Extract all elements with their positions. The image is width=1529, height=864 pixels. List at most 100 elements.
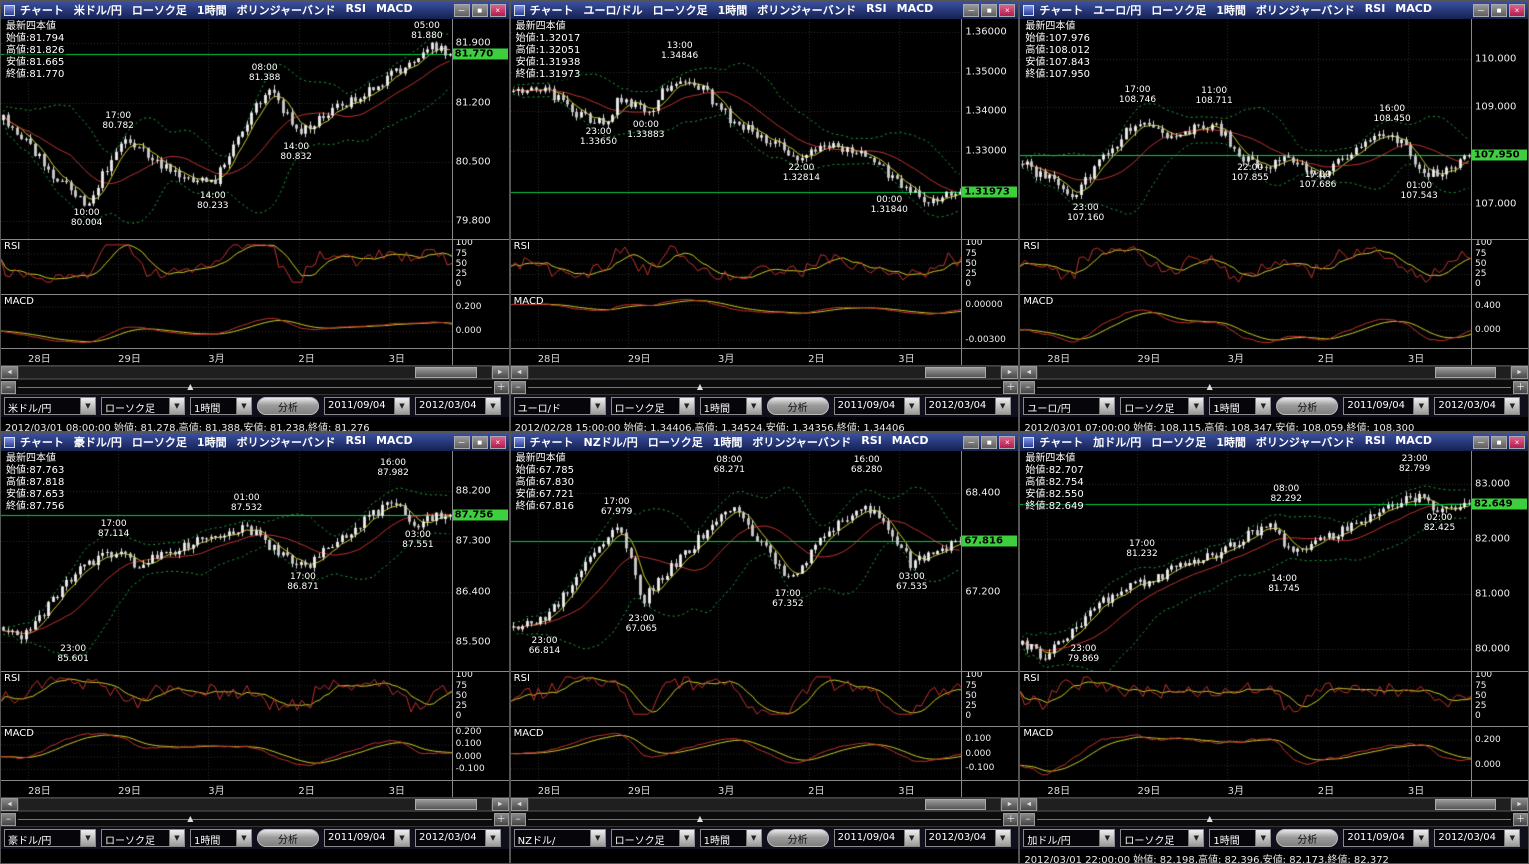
minimize-button[interactable]: ─: [963, 435, 980, 449]
macd-chart[interactable]: MACD: [1020, 294, 1472, 348]
close-button[interactable]: ×: [1508, 435, 1525, 449]
scrollbar-track[interactable]: [1037, 366, 1511, 379]
rsi-chart[interactable]: RSI: [1020, 239, 1472, 294]
price-chart[interactable]: 最新四本値 始値:82.707 高値:82.754 安値:82.550 終値:8…: [1020, 451, 1472, 671]
macd-chart[interactable]: MACD: [1, 294, 453, 348]
timeframe-select[interactable]: 1時間 ▼: [699, 829, 762, 847]
zoom-out-button[interactable]: −: [1, 380, 16, 394]
date-from-select[interactable]: 2011/09/04 ▼: [324, 829, 410, 847]
pair-select[interactable]: 米ドル/円 ▼: [4, 397, 96, 415]
titlebar[interactable]: チャート ユーロ/ドル ローソク足 1時間 ボリンジャーバンド RSI MACD ─ ■ ×: [510, 1, 1019, 19]
close-button[interactable]: ×: [999, 435, 1016, 449]
pair-select[interactable]: ユーロ/ド ▼: [513, 397, 606, 415]
scroll-left-button[interactable]: ◄: [1020, 366, 1038, 379]
date-to-select[interactable]: 2012/03/04 ▼: [1434, 397, 1521, 415]
titlebar[interactable]: チャート NZドル/円 ローソク足 1時間 ボリンジャーバンド RSI MACD ─ ■ ×: [510, 433, 1019, 451]
chart-type-select[interactable]: ローソク足 ▼: [610, 829, 695, 847]
zoom-slider-handle[interactable]: ▲: [187, 382, 194, 391]
dropdown-arrow-icon[interactable]: ▼: [485, 398, 500, 414]
analyze-button[interactable]: 分析: [1276, 829, 1339, 847]
dropdown-arrow-icon[interactable]: ▼: [80, 398, 95, 414]
dropdown-arrow-icon[interactable]: ▼: [745, 398, 761, 414]
scroll-left-button[interactable]: ◄: [510, 366, 528, 379]
maximize-button[interactable]: ■: [1490, 3, 1507, 17]
scroll-right-button[interactable]: ►: [1001, 798, 1019, 811]
scroll-left-button[interactable]: ◄: [1020, 798, 1038, 811]
zoom-slider-track[interactable]: ▲: [526, 380, 1004, 394]
minimize-button[interactable]: ─: [453, 3, 470, 17]
price-chart[interactable]: 最新四本値 始値:107.976 高値:108.012 安値:107.843 終…: [1020, 19, 1472, 239]
zoom-slider-track[interactable]: ▲: [16, 380, 494, 394]
chart-type-select[interactable]: ローソク足 ▼: [1120, 829, 1205, 847]
price-chart[interactable]: 最新四本値 始値:87.763 高値:87.818 安値:87.653 終値:8…: [1, 451, 453, 671]
dropdown-arrow-icon[interactable]: ▼: [1099, 398, 1115, 414]
rsi-chart[interactable]: RSI: [510, 671, 963, 726]
horizontal-scrollbar[interactable]: ◄ ►: [1, 797, 509, 812]
scrollbar-thumb[interactable]: [415, 799, 477, 810]
scroll-left-button[interactable]: ◄: [1, 366, 18, 379]
close-button[interactable]: ×: [489, 435, 506, 449]
date-from-select[interactable]: 2011/09/04 ▼: [1343, 397, 1430, 415]
minimize-button[interactable]: ─: [453, 435, 470, 449]
dropdown-arrow-icon[interactable]: ▼: [169, 398, 184, 414]
horizontal-scrollbar[interactable]: ◄ ►: [510, 365, 1019, 380]
timeframe-select[interactable]: 1時間 ▼: [699, 397, 762, 415]
scroll-left-button[interactable]: ◄: [510, 798, 528, 811]
zoom-slider-track[interactable]: ▲: [1035, 812, 1513, 826]
horizontal-scrollbar[interactable]: ◄ ►: [1020, 365, 1528, 380]
dropdown-arrow-icon[interactable]: ▼: [236, 830, 251, 846]
date-to-select[interactable]: 2012/03/04 ▼: [415, 829, 501, 847]
dropdown-arrow-icon[interactable]: ▼: [1255, 398, 1271, 414]
close-button[interactable]: ×: [1508, 3, 1525, 17]
dropdown-arrow-icon[interactable]: ▼: [994, 830, 1010, 846]
macd-chart[interactable]: MACD: [510, 726, 963, 780]
pair-select[interactable]: ユーロ/円 ▼: [1023, 397, 1116, 415]
scrollbar-thumb[interactable]: [415, 367, 477, 378]
maximize-button[interactable]: ■: [981, 435, 998, 449]
zoom-out-button[interactable]: −: [1020, 812, 1036, 826]
timeframe-select[interactable]: 1時間 ▼: [1209, 829, 1272, 847]
dropdown-arrow-icon[interactable]: ▼: [589, 398, 605, 414]
analyze-button[interactable]: 分析: [1276, 397, 1339, 415]
zoom-in-button[interactable]: ＋: [1003, 812, 1019, 826]
chart-type-select[interactable]: ローソク足 ▼: [101, 397, 185, 415]
chart-type-select[interactable]: ローソク足 ▼: [1120, 397, 1205, 415]
zoom-out-button[interactable]: −: [510, 380, 526, 394]
dropdown-arrow-icon[interactable]: ▼: [1099, 830, 1115, 846]
dropdown-arrow-icon[interactable]: ▼: [1188, 830, 1204, 846]
scrollbar-track[interactable]: [527, 366, 1002, 379]
analyze-button[interactable]: 分析: [766, 829, 829, 847]
scrollbar-thumb[interactable]: [1434, 367, 1496, 378]
scrollbar-track[interactable]: [1037, 798, 1511, 811]
zoom-in-button[interactable]: ＋: [493, 812, 509, 826]
dropdown-arrow-icon[interactable]: ▼: [1255, 830, 1271, 846]
dropdown-arrow-icon[interactable]: ▼: [903, 398, 919, 414]
dropdown-arrow-icon[interactable]: ▼: [1413, 398, 1429, 414]
pair-select[interactable]: NZドル/ ▼: [513, 829, 606, 847]
dropdown-arrow-icon[interactable]: ▼: [485, 830, 500, 846]
macd-chart[interactable]: MACD: [510, 294, 963, 348]
date-to-select[interactable]: 2012/03/04 ▼: [1434, 829, 1521, 847]
date-to-select[interactable]: 2012/03/04 ▼: [415, 397, 501, 415]
zoom-in-button[interactable]: ＋: [1512, 812, 1528, 826]
scrollbar-thumb[interactable]: [1434, 799, 1496, 810]
dropdown-arrow-icon[interactable]: ▼: [1413, 830, 1429, 846]
zoom-out-button[interactable]: −: [510, 812, 526, 826]
zoom-in-button[interactable]: ＋: [493, 380, 509, 394]
dropdown-arrow-icon[interactable]: ▼: [903, 830, 919, 846]
zoom-slider-track[interactable]: ▲: [526, 812, 1004, 826]
zoom-slider-handle[interactable]: ▲: [187, 814, 194, 823]
scroll-right-button[interactable]: ►: [1510, 366, 1528, 379]
dropdown-arrow-icon[interactable]: ▼: [394, 398, 409, 414]
scroll-right-button[interactable]: ►: [1510, 798, 1528, 811]
maximize-button[interactable]: ■: [981, 3, 998, 17]
zoom-out-button[interactable]: −: [1020, 380, 1036, 394]
zoom-slider-handle[interactable]: ▲: [696, 814, 704, 823]
chart-type-select[interactable]: ローソク足 ▼: [610, 397, 695, 415]
zoom-slider-handle[interactable]: ▲: [696, 382, 704, 391]
zoom-in-button[interactable]: ＋: [1003, 380, 1019, 394]
scrollbar-track[interactable]: [18, 798, 492, 811]
scrollbar-thumb[interactable]: [924, 367, 987, 378]
pair-select[interactable]: 豪ドル/円 ▼: [4, 829, 96, 847]
scroll-left-button[interactable]: ◄: [1, 798, 18, 811]
